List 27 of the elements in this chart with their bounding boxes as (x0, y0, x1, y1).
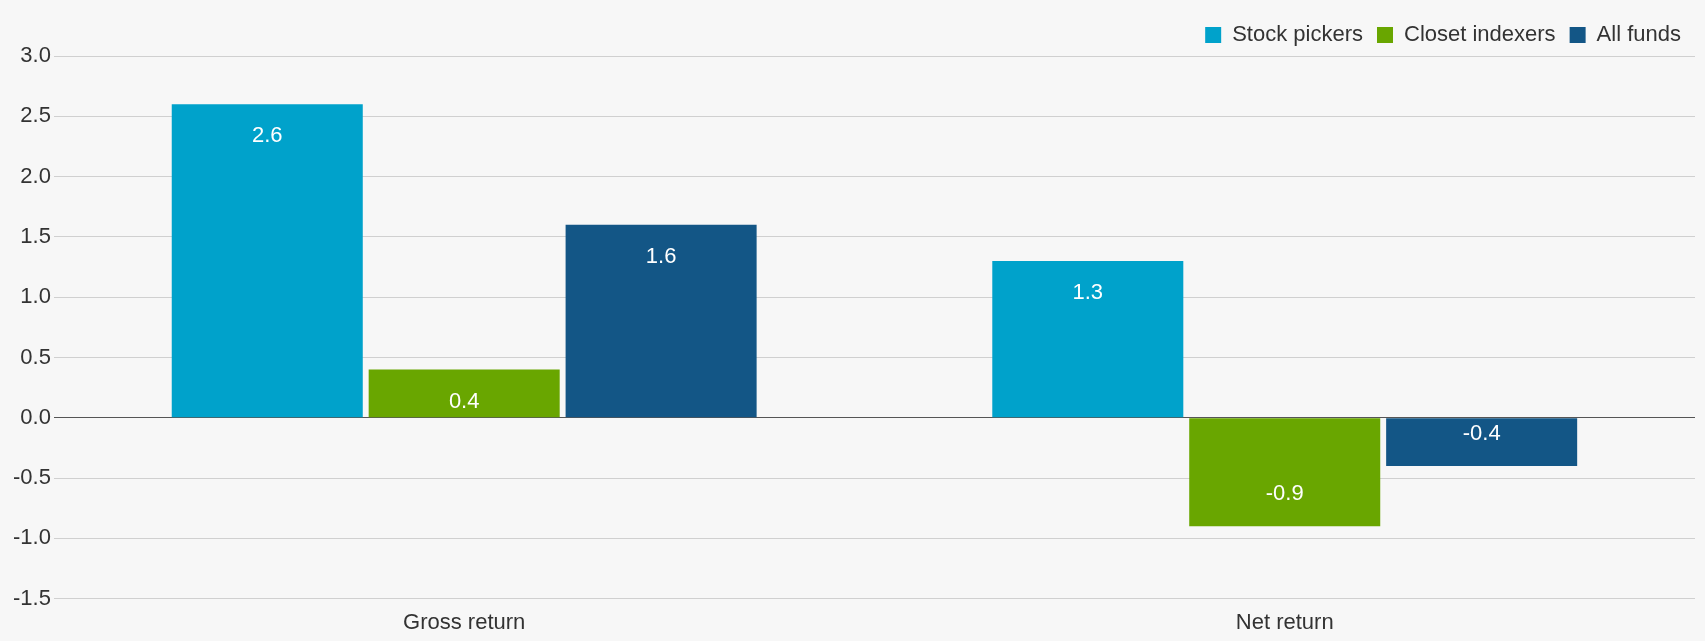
data-label: -0.9 (1265, 480, 1304, 506)
bar (565, 224, 757, 418)
legend-label: Stock pickers (1232, 21, 1363, 47)
data-label: -0.4 (1462, 420, 1501, 446)
y-tick-label: 3.0 (20, 42, 51, 68)
y-tick-label: -1.5 (12, 584, 51, 610)
bar (171, 104, 363, 418)
bar (1189, 418, 1381, 527)
data-label: 1.3 (1072, 279, 1104, 305)
y-tick-label: -0.5 (12, 464, 51, 490)
data-label: 2.6 (251, 122, 283, 148)
bar (1386, 418, 1578, 466)
data-label: 1.6 (645, 242, 677, 268)
y-tick-label: -1.0 (12, 524, 51, 550)
y-tick-label: 1.5 (20, 222, 51, 248)
y-tick-label: 0.0 (20, 403, 51, 429)
x-tick-label: Net return (1235, 608, 1334, 634)
data-label: 0.4 (448, 387, 480, 413)
x-tick-label: Gross return (403, 608, 526, 634)
y-tick-label: 0.5 (20, 343, 51, 369)
y-tick-label: 2.0 (20, 162, 51, 188)
legend-label: Closet indexers (1403, 21, 1556, 47)
y-tick-label: 1.0 (20, 283, 51, 309)
bar (992, 260, 1184, 418)
y-tick-label: 2.5 (20, 102, 51, 128)
bar (368, 369, 560, 418)
legend-label: All funds (1596, 21, 1682, 47)
